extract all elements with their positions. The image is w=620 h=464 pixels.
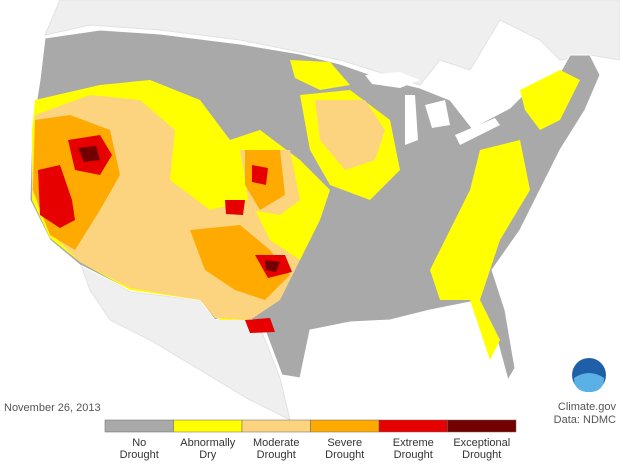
noaa-logo-wave: [574, 373, 604, 392]
legend-swatch: [310, 419, 380, 433]
dry-region: [430, 140, 530, 360]
moderate-region: [315, 100, 385, 170]
severe-region: [190, 225, 290, 300]
legend-label: Drought: [394, 449, 433, 461]
legend-label: Drought: [325, 449, 364, 461]
credit: Climate.gov: [558, 401, 617, 413]
legend-label: No: [132, 437, 146, 449]
legend-swatch: [241, 419, 311, 433]
legend-label: Drought: [120, 449, 159, 461]
legend-label: Abnormally: [180, 437, 236, 449]
map: [29, 0, 620, 421]
legend-label: Extreme: [393, 437, 434, 449]
legend: NoDroughtAbnormallyDryModerateDroughtSev…: [104, 419, 517, 461]
legend-label: Exceptional: [453, 437, 510, 449]
legend-swatch: [104, 419, 174, 433]
legend-label: Dry: [199, 449, 217, 461]
dry-region: [290, 60, 350, 90]
great-lakes: [365, 72, 500, 145]
legend-swatch: [173, 419, 243, 433]
legend-swatch: [378, 419, 448, 433]
dry-region: [520, 70, 580, 130]
legend-label: Drought: [462, 449, 501, 461]
date: November 26, 2013: [4, 402, 101, 414]
extreme-region: [225, 165, 292, 333]
legend-swatch: [447, 419, 517, 433]
legend-label: Severe: [327, 437, 362, 449]
exceptional-region: [78, 146, 280, 272]
legend-label: Drought: [257, 449, 296, 461]
source: Data: NDMC: [554, 414, 616, 426]
legend-label: Moderate: [253, 437, 299, 449]
extreme-region: [38, 165, 75, 228]
